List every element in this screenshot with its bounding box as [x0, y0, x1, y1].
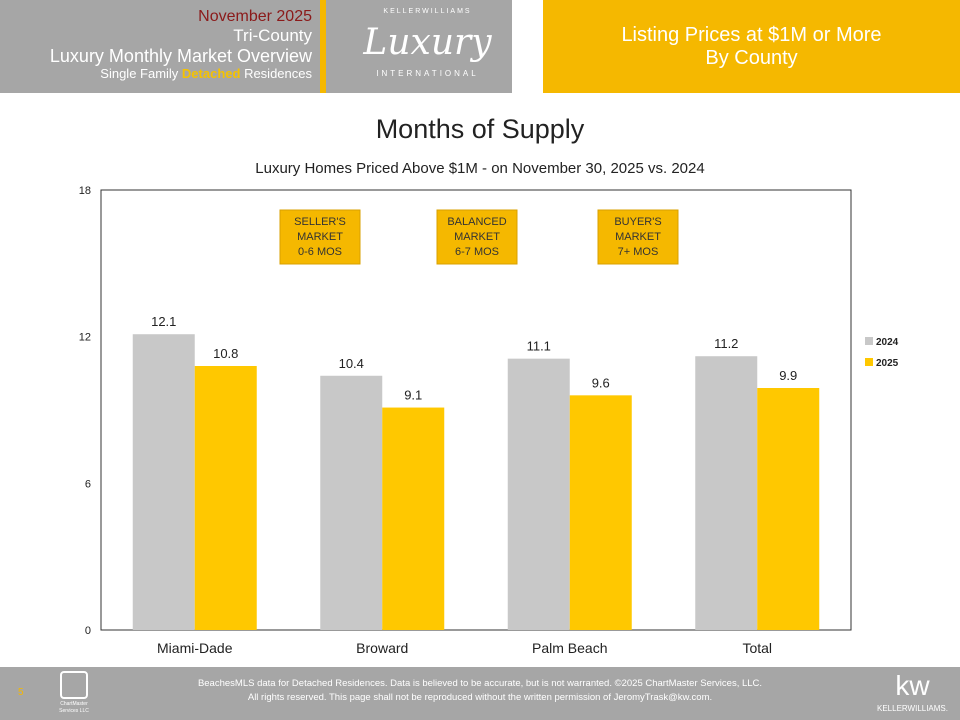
bar-2025 — [194, 366, 257, 630]
plot-area — [100, 189, 852, 631]
data-label: 11.2 — [714, 336, 738, 351]
title-line2: By County — [705, 46, 798, 69]
data-label: 9.6 — [592, 375, 610, 390]
bar-2024 — [132, 334, 195, 630]
legend-swatch — [865, 337, 873, 345]
title-line1: Listing Prices at $1M or More — [621, 23, 882, 46]
legend-swatch — [865, 358, 873, 366]
report-date: November 2025 — [198, 8, 312, 25]
kw-luxury-logo: KELLERWILLIAMS Luxury INTERNATIONAL — [363, 8, 492, 78]
header-panel: November 2025 Tri-County Luxury Monthly … — [0, 0, 512, 93]
annotation-text: BALANCED — [447, 216, 506, 228]
data-label: 11.1 — [527, 339, 551, 354]
data-label: 10.4 — [339, 356, 364, 371]
legend-label: 2024 — [876, 337, 899, 348]
annotation-text: BUYER'S — [614, 216, 661, 228]
annotation-text: MARKET — [454, 231, 500, 243]
chart-subtitle: Luxury Homes Priced Above $1M - on Novem… — [255, 160, 705, 177]
report-region: Tri-County — [233, 26, 312, 46]
y-tick-label: 0 — [85, 625, 91, 637]
kw-logo: kw KELLERWILLIAMS. — [877, 670, 948, 713]
footer: 5 ChartMaster Services LLC BeachesMLS da… — [0, 667, 960, 720]
bar-2024 — [695, 356, 758, 630]
chart-title: Months of Supply — [375, 114, 585, 144]
annotation-text: 7+ MOS — [618, 246, 659, 258]
market-annotation — [436, 209, 518, 265]
bar-2024 — [320, 375, 383, 630]
market-annotation — [597, 209, 679, 265]
legend-label: 2025 — [876, 358, 899, 369]
bar-2025 — [569, 395, 632, 630]
annotation-text: SELLER'S — [294, 216, 346, 228]
x-tick-label: Miami-Dade — [157, 640, 233, 656]
annotation-text: 0-6 MOS — [298, 246, 342, 258]
annotation-text: 6-7 MOS — [455, 246, 499, 258]
bar-2025 — [757, 388, 820, 630]
data-label: 9.1 — [404, 388, 422, 403]
title-box: Listing Prices at $1M or More By County — [543, 0, 960, 93]
disclaimer: BeachesMLS data for Detached Residences.… — [197, 678, 763, 703]
x-tick-label: Palm Beach — [532, 640, 607, 656]
x-tick-label: Broward — [356, 640, 408, 656]
data-label: 10.8 — [213, 346, 238, 361]
chartmaster-logo: ChartMaster Services LLC — [52, 671, 96, 717]
data-label: 12.1 — [151, 314, 176, 329]
report-type: Single Family Detached Residences — [100, 65, 312, 81]
report-name: Luxury Monthly Market Overview — [49, 45, 312, 66]
divider — [320, 0, 326, 93]
y-tick-label: 12 — [79, 332, 91, 344]
bar-chart: 0 6 12 18 12.1 10.8 Miami-Dade 10.4 9.1 Broward 11… — [79, 185, 899, 656]
page-number: 5 — [18, 687, 24, 698]
data-label: 9.9 — [779, 368, 797, 383]
x-tick-label: Total — [742, 640, 772, 656]
bar-2024 — [507, 358, 570, 630]
bar-2025 — [382, 407, 445, 630]
annotation-text: MARKET — [615, 231, 661, 243]
market-annotation — [279, 209, 361, 265]
annotation-text: MARKET — [297, 231, 343, 243]
y-tick-label: 6 — [85, 478, 91, 490]
y-tick-label: 18 — [79, 185, 91, 197]
